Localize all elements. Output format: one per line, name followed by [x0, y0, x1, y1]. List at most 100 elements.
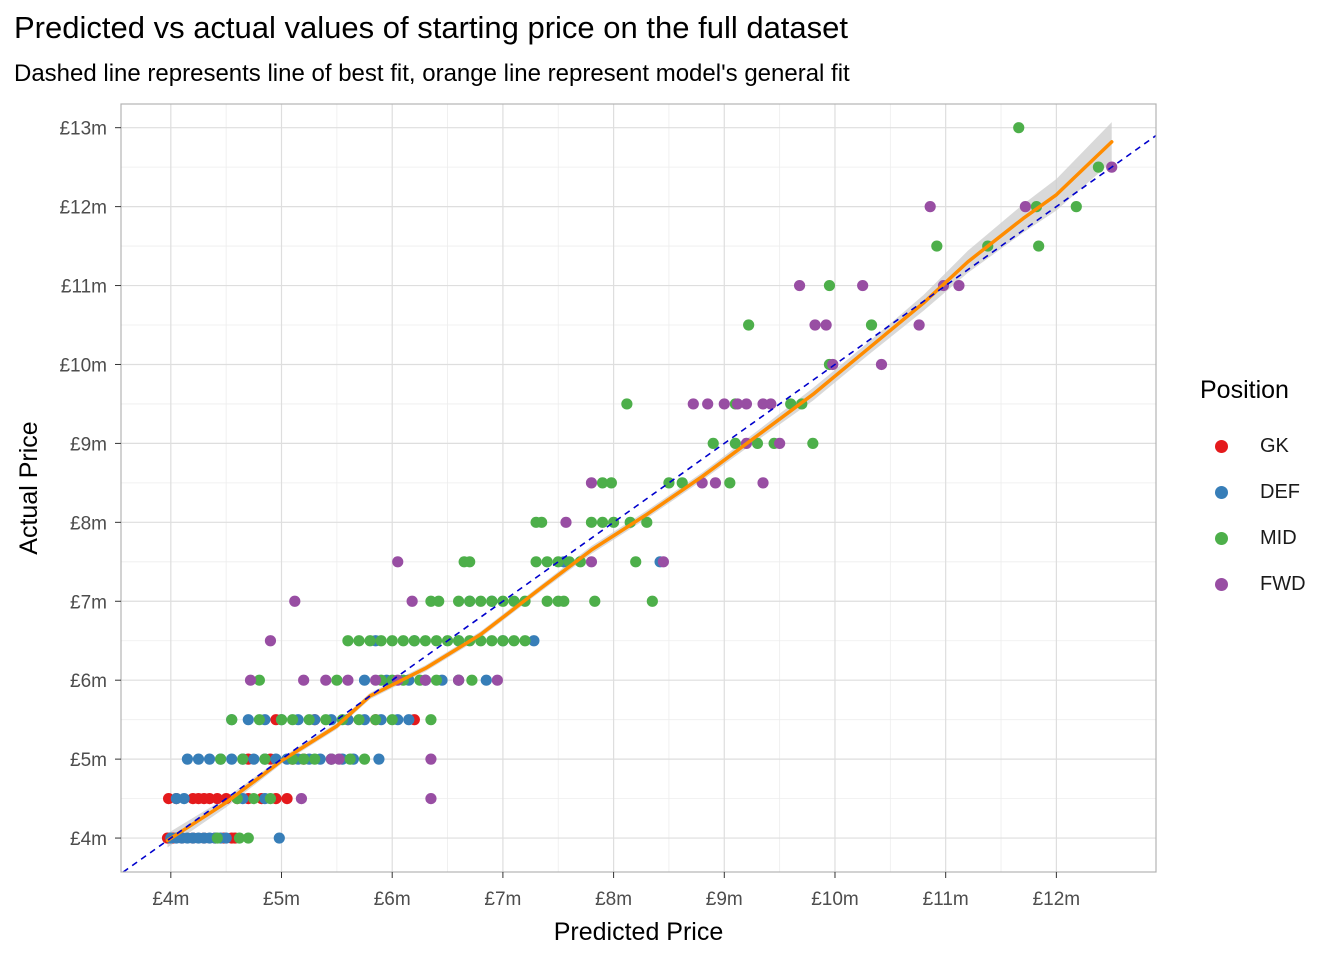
point-mid	[823, 279, 836, 292]
point-mid	[320, 714, 332, 726]
x-tick-label: £9m	[706, 889, 743, 910]
legend-items: GK DEF MID FWD	[1200, 423, 1306, 607]
point-mid	[931, 240, 943, 252]
point-mid	[369, 714, 382, 726]
point-mid	[497, 635, 509, 647]
panel-border	[120, 103, 1157, 873]
point-mid	[466, 674, 478, 686]
point-mid	[541, 595, 553, 607]
grid-lines	[121, 104, 1156, 872]
point-mid	[408, 635, 420, 647]
point-fwd	[342, 674, 354, 686]
point-fwd	[731, 398, 744, 410]
reference-line	[122, 134, 1157, 873]
point-mid	[646, 595, 658, 607]
point-mid	[607, 516, 620, 528]
point-mid	[344, 753, 356, 765]
y-tick-label: £6m	[70, 671, 107, 692]
legend-key-mid	[1215, 531, 1228, 545]
y-tick-label: £7m	[70, 592, 107, 613]
point-mid	[253, 714, 265, 726]
point-mid	[464, 556, 476, 568]
point-def	[242, 714, 254, 726]
point-mid	[589, 595, 601, 607]
point-mid	[596, 477, 609, 489]
point-mid	[233, 832, 246, 844]
point-mid	[464, 595, 476, 607]
point-fwd	[718, 398, 730, 410]
reference-line-path	[122, 134, 1157, 873]
x-tick-label: £5m	[263, 889, 300, 910]
point-gk	[211, 792, 223, 805]
point-mid	[430, 674, 443, 686]
legend-label: MID	[1260, 526, 1297, 549]
legend-item-def: DEF	[1200, 469, 1306, 515]
point-fwd	[820, 319, 832, 331]
legend-key-def	[1215, 485, 1228, 499]
point-fwd	[425, 792, 437, 805]
y-tick-label: £10m	[59, 355, 107, 376]
point-fwd	[320, 674, 332, 686]
y-tick-label: £4m	[70, 829, 107, 850]
point-mid	[226, 714, 238, 726]
point-mid	[419, 635, 432, 647]
legend-label: GK	[1260, 434, 1289, 457]
point-mid	[486, 595, 498, 607]
point-mid	[364, 635, 376, 647]
point-mid	[211, 832, 223, 844]
point-fwd	[875, 358, 888, 371]
legend: Position GK DEF MID FWD	[1200, 376, 1306, 607]
point-mid	[605, 477, 617, 489]
fit-line-path	[165, 140, 1114, 843]
point-mid	[331, 674, 343, 686]
point-fwd	[289, 595, 301, 607]
x-tick-label: £12m	[1033, 889, 1081, 910]
axis-ticks: £4m £5m £6m £7m £8m £9m £10m £11m £12m £4m £5m £6m £…	[59, 119, 1080, 910]
point-gk	[203, 792, 216, 805]
point-def	[181, 753, 194, 765]
fit-line	[165, 140, 1114, 843]
point-mid	[303, 714, 315, 726]
point-mid	[807, 437, 819, 450]
point-def	[480, 674, 492, 686]
point-mid	[475, 595, 487, 607]
point-mid	[386, 635, 398, 647]
point-mid	[724, 477, 736, 489]
point-mid	[585, 516, 598, 528]
point-fwd	[757, 398, 769, 410]
legend-item-gk: GK	[1200, 423, 1306, 469]
point-def	[220, 832, 232, 844]
point-gk	[162, 792, 175, 805]
point-mid	[275, 714, 288, 726]
point-fwd	[687, 398, 699, 410]
point-mid	[641, 516, 653, 528]
legend-title: Position	[1200, 376, 1289, 404]
point-mid	[425, 595, 437, 607]
point-fwd	[392, 556, 404, 568]
point-mid	[425, 714, 437, 726]
point-mid	[259, 753, 271, 765]
point-fwd	[585, 477, 598, 489]
legend-item-fwd: FWD	[1200, 561, 1306, 607]
point-fwd	[369, 674, 382, 686]
point-mid	[751, 437, 764, 450]
point-mid	[676, 477, 688, 489]
point-mid	[264, 792, 277, 805]
point-def	[192, 753, 205, 765]
y-axis-title: Actual Price	[15, 421, 43, 554]
point-mid	[453, 635, 465, 647]
y-tick-label: £11m	[61, 277, 107, 298]
legend-label: DEF	[1260, 480, 1300, 503]
point-fwd	[560, 516, 572, 528]
point-mid	[519, 635, 531, 647]
point-mid	[309, 753, 321, 765]
point-def	[403, 714, 415, 726]
point-mid	[729, 437, 741, 450]
point-mid	[433, 595, 445, 607]
point-mid	[486, 635, 498, 647]
point-fwd	[809, 319, 821, 331]
point-mid	[558, 595, 570, 607]
point-mid	[1013, 122, 1025, 134]
point-fwd	[585, 556, 598, 568]
point-fwd	[793, 279, 806, 292]
